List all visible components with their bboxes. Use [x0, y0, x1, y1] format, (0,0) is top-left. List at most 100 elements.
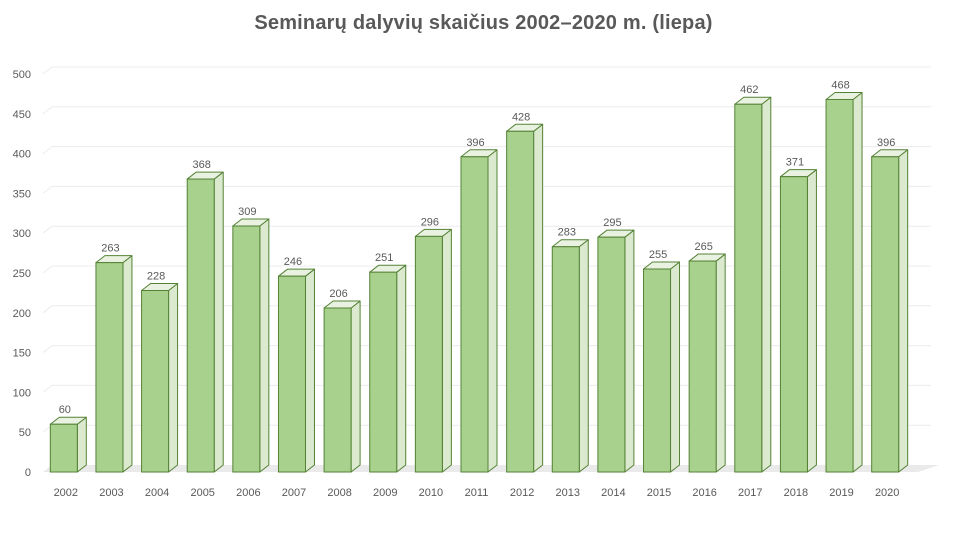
x-tick-label: 2015: [647, 487, 671, 499]
bar-side: [350, 300, 361, 473]
gridline-depth: [42, 66, 53, 75]
x-tick-label: 2011: [465, 487, 489, 499]
bar-front: [734, 103, 763, 473]
bar-2009: [369, 264, 407, 473]
bar-side: [578, 239, 589, 473]
data-label: 396: [466, 137, 484, 149]
chart-title: Seminarų dalyvių skaičius 2002–2020 m. (…: [254, 12, 713, 34]
x-tick-label: 2019: [829, 487, 853, 499]
bar-front: [186, 178, 215, 473]
y-axis-ticks: 0 50 100 150 200 250 300 350 400 450 500: [13, 69, 31, 479]
bar-2011: [460, 149, 498, 473]
data-label: 296: [421, 216, 439, 228]
bar-front: [414, 235, 443, 473]
x-tick-label: 2007: [282, 487, 306, 499]
bar-side: [76, 416, 87, 473]
x-tick-label: 2008: [327, 487, 351, 499]
bar-side: [533, 123, 544, 473]
x-tick-label: 2017: [738, 487, 762, 499]
bar-2005: [186, 171, 224, 473]
gridline-depth: [42, 345, 53, 353]
gridline-depth: [42, 146, 53, 154]
bar-side: [761, 96, 772, 473]
data-label: 283: [558, 227, 576, 239]
y-tick-label: 200: [13, 308, 31, 320]
bar-2007: [277, 268, 315, 473]
x-tick-label: 2012: [510, 487, 534, 499]
bar-front: [49, 423, 78, 473]
bar-2008: [323, 300, 361, 473]
data-label: 428: [512, 111, 530, 123]
data-label: 255: [649, 249, 667, 261]
x-tick-label: 2010: [419, 487, 443, 499]
y-tick-label: 450: [13, 109, 31, 121]
bar-front: [643, 268, 672, 473]
bar-2015: [643, 261, 681, 473]
gridline-depth: [42, 305, 53, 314]
data-label: 295: [603, 217, 621, 229]
bar-2019: [825, 91, 863, 473]
bar-side: [670, 261, 681, 473]
bar-2010: [414, 228, 452, 473]
x-tick-label: 2003: [99, 487, 123, 499]
bar-side: [624, 229, 635, 473]
data-label: 371: [786, 157, 804, 169]
bars: [49, 91, 909, 473]
bar-2002: [49, 416, 87, 473]
x-tick-label: 2016: [692, 487, 716, 499]
y-tick-label: 50: [19, 427, 31, 439]
y-tick-label: 0: [25, 467, 31, 479]
gridline-depth: [42, 385, 53, 393]
x-tick-label: 2013: [556, 487, 580, 499]
bar-2013: [551, 239, 589, 473]
bar-front: [141, 290, 170, 473]
bar-2014: [597, 229, 635, 473]
data-label: 246: [284, 256, 302, 268]
y-tick-label: 250: [13, 268, 31, 280]
bar-front: [779, 176, 808, 473]
x-tick-label: 2006: [236, 487, 260, 499]
gridline-depth: [42, 265, 53, 274]
bar-side: [304, 268, 315, 473]
data-label: 462: [740, 84, 758, 96]
x-tick-label: 2018: [784, 487, 808, 499]
bar-side: [396, 264, 407, 473]
bar-front: [323, 307, 352, 473]
bar-side: [213, 171, 224, 473]
x-tick-label: 2004: [145, 487, 169, 499]
gridline-depth: [42, 186, 53, 194]
bar-side: [898, 149, 909, 473]
bar-front: [871, 156, 900, 473]
data-label: 468: [831, 79, 849, 91]
bar-2016: [688, 253, 726, 473]
bar-front: [688, 260, 717, 473]
bar-front: [597, 236, 626, 473]
bar-2006: [232, 218, 270, 473]
bar-front: [460, 156, 489, 473]
bar-2017: [734, 96, 772, 473]
data-label: 251: [375, 252, 393, 264]
data-label: 265: [694, 241, 712, 253]
bar-front: [232, 225, 261, 473]
data-label: 263: [101, 243, 119, 255]
x-tick-label: 2005: [190, 487, 214, 499]
bar-side: [168, 283, 179, 473]
x-tick-label: 2002: [54, 487, 78, 499]
bar-side: [259, 218, 270, 473]
y-tick-label: 400: [13, 149, 31, 161]
y-tick-label: 100: [13, 387, 31, 399]
bar-side: [441, 228, 452, 473]
y-tick-label: 300: [13, 228, 31, 240]
data-label: 60: [59, 404, 71, 416]
bar-2004: [141, 283, 179, 473]
x-axis-ticks: 2002 2003 2004 2005 2006 2007 2008 2009 2010 2011…: [54, 487, 900, 499]
bar-side: [852, 91, 863, 473]
bar-side: [122, 255, 133, 473]
x-tick-label: 2020: [875, 487, 899, 499]
data-label: 396: [877, 137, 895, 149]
bar-2012: [506, 123, 544, 473]
bar-front: [506, 130, 535, 473]
bar-front: [825, 98, 854, 473]
gridline-depth: [42, 106, 53, 115]
gridline-depth: [42, 225, 53, 234]
